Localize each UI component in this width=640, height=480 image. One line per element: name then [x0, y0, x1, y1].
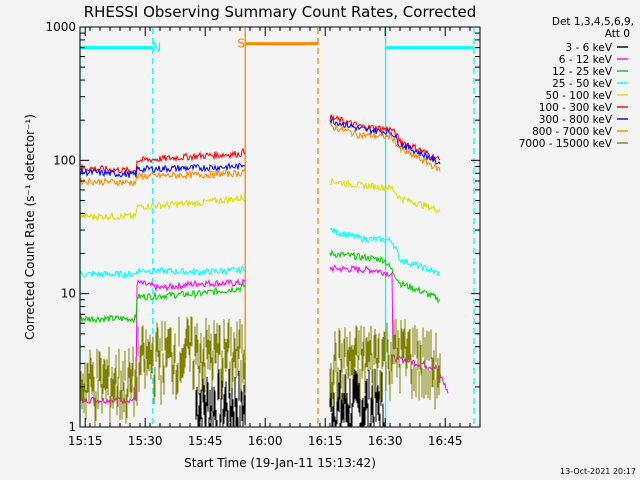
- series-line-12-25-kev: [79, 282, 246, 324]
- series-line-800-7000-kev: [79, 167, 246, 187]
- y-axis-label: Corrected Count Rate (s⁻¹ detector⁻¹): [23, 114, 37, 340]
- y-tick-label: 1: [68, 420, 76, 434]
- x-tick-label: 15:45: [188, 434, 223, 448]
- x-tick-label: 16:00: [248, 434, 283, 448]
- series-line-300-800-kev: [329, 117, 441, 165]
- series-100-300-kev: [79, 114, 441, 175]
- series-6-12-kev: [79, 264, 449, 406]
- x-tick-label: 16:30: [368, 434, 403, 448]
- legend-label: 12 - 25 keV: [552, 66, 613, 78]
- legend-header-line-2: Att 0: [605, 28, 630, 40]
- series-line-50-100-kev: [79, 193, 246, 221]
- x-tick-label: 16:15: [308, 434, 343, 448]
- x-tick-label: 15:30: [128, 434, 163, 448]
- series-line-800-7000-kev: [329, 122, 441, 172]
- x-axis-label: Start Time (19-Jan-11 15:13:42): [184, 456, 376, 470]
- y-tick-label: 100: [53, 153, 76, 167]
- series-line-6-12-kev: [79, 278, 246, 406]
- series-line-100-300-kev: [79, 147, 246, 175]
- legend-label: 7000 - 15000 keV: [519, 138, 613, 150]
- annotation-label: N: [152, 41, 161, 55]
- series-50-100-kev: [79, 177, 441, 221]
- series-300-800-kev: [79, 117, 441, 178]
- legend-label: 3 - 6 keV: [565, 42, 612, 54]
- legend-label: 25 - 50 keV: [552, 78, 613, 90]
- annotation-label: S: [237, 37, 245, 51]
- series-25-50-kev: [79, 227, 441, 279]
- series-line-3-6-kev: [195, 368, 246, 427]
- series-line-100-300-kev: [329, 114, 441, 162]
- series-lines: [79, 114, 449, 427]
- state-bars: [80, 42, 474, 50]
- series-line-50-100-kev: [329, 177, 441, 214]
- series-800-7000-kev: [79, 122, 441, 187]
- series-line-7000-15000-kev: [329, 319, 441, 412]
- series-12-25-kev: [79, 249, 441, 324]
- y-tick-label: 10: [61, 287, 76, 301]
- legend-label: 100 - 300 keV: [539, 102, 613, 114]
- legend-label: 300 - 800 keV: [539, 114, 613, 126]
- series-line-300-800-kev: [79, 161, 246, 178]
- y-tick-label: 1000: [45, 20, 76, 34]
- legend-label: 50 - 100 keV: [545, 90, 612, 102]
- series-line-25-50-kev: [79, 264, 246, 279]
- legend-header-line-1: Det 1,3,4,5,6,9,: [552, 16, 634, 28]
- legend-label: 800 - 7000 keV: [532, 126, 613, 138]
- legend-label: 6 - 12 keV: [559, 54, 613, 66]
- x-tick-label: 16:45: [428, 434, 463, 448]
- axes: 15:15 15:30 15:45 16:00 16:15 16:30 16:45 1 10 10…: [45, 20, 481, 448]
- footer-timestamp: 13-Oct-2021 20:17: [560, 467, 636, 476]
- x-tick-label: 15:15: [68, 434, 103, 448]
- series-line-25-50-kev: [329, 227, 441, 277]
- chart-title: RHESSI Observing Summary Count Rates, Co…: [84, 3, 477, 21]
- series-line-12-25-kev: [329, 249, 441, 304]
- series-line-6-12-kev: [329, 264, 449, 394]
